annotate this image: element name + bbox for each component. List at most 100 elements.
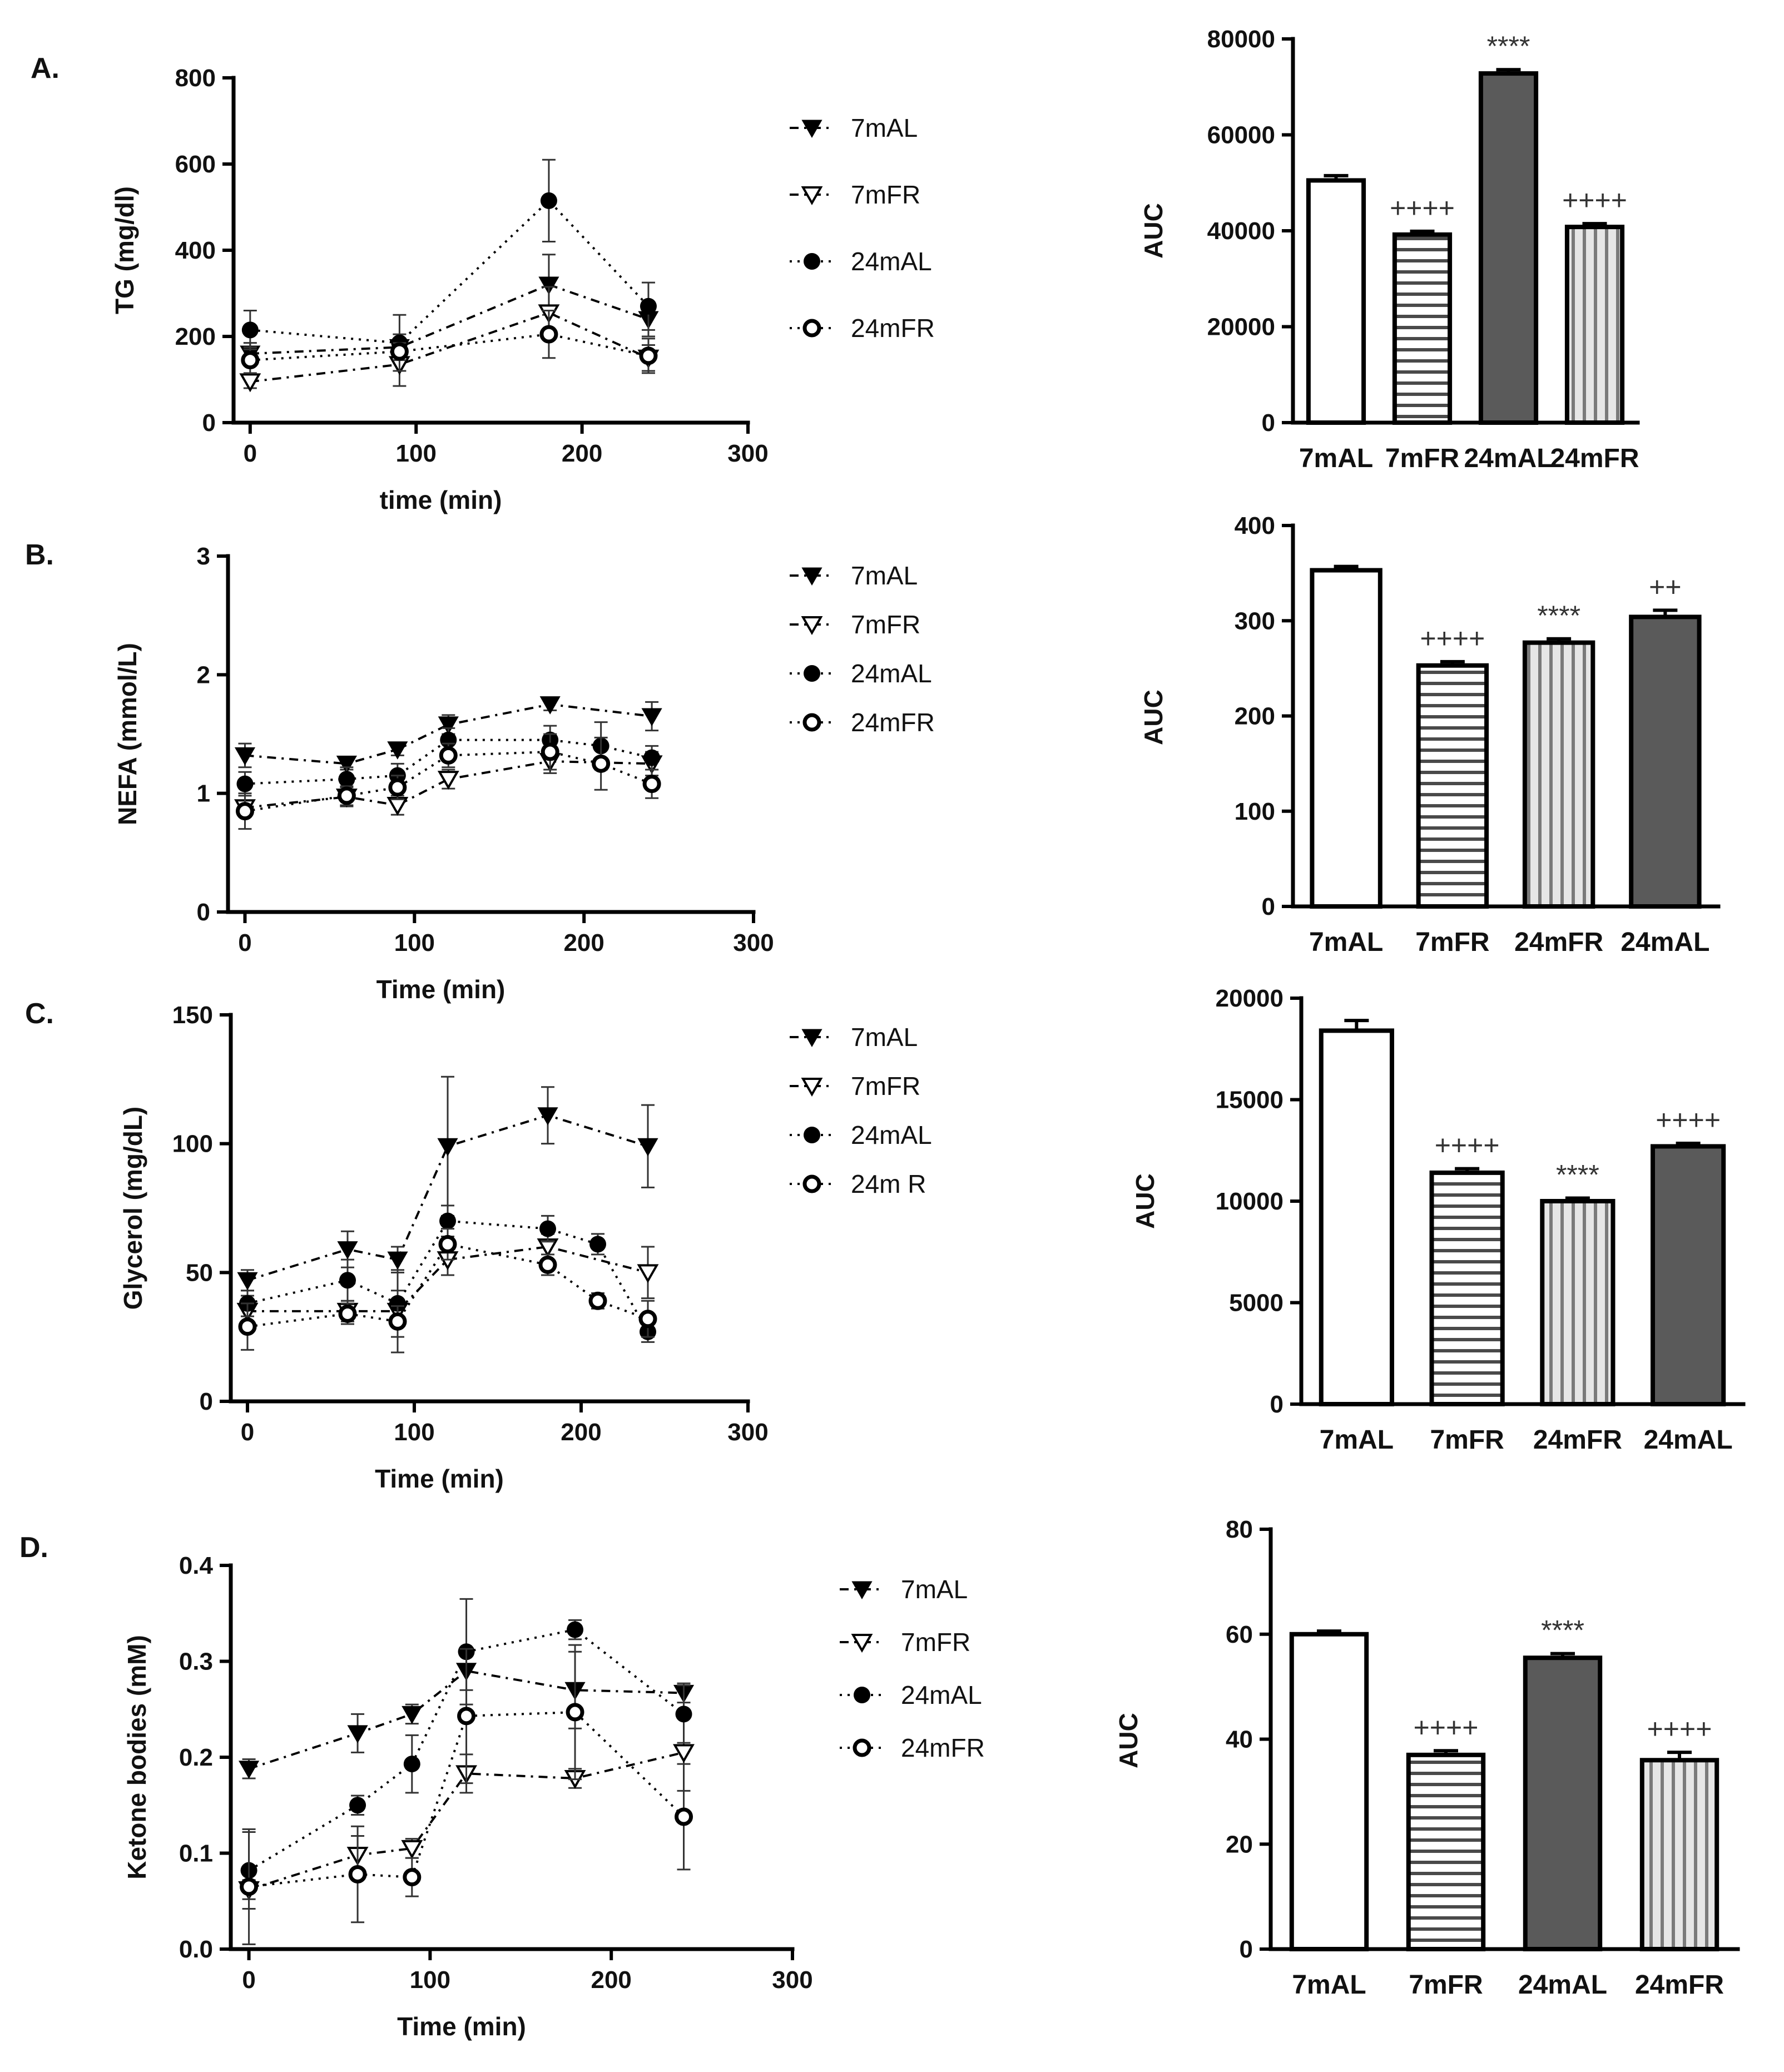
series-line xyxy=(250,283,649,355)
data-point xyxy=(239,373,261,393)
legend-label: 24mFR xyxy=(851,314,935,343)
x-tick-label: 100 xyxy=(394,929,435,956)
data-point xyxy=(390,342,409,361)
data-point xyxy=(388,1312,407,1331)
data-point xyxy=(338,1304,357,1323)
y-axis-label: AUC xyxy=(1114,1713,1143,1768)
data-point xyxy=(241,321,259,339)
y-tick-label: 0 xyxy=(1270,1391,1284,1418)
data-point xyxy=(337,1241,358,1260)
data-point xyxy=(437,1138,458,1157)
series-line xyxy=(248,1628,685,1872)
x-axis-label: Time (min) xyxy=(375,1464,504,1493)
legend-marker xyxy=(851,1634,873,1653)
y-tick-label: 60 xyxy=(1226,1621,1253,1648)
error-bar xyxy=(1676,1141,1701,1147)
legend-marker xyxy=(804,1127,820,1143)
error-bar xyxy=(1550,1652,1575,1658)
error-bar xyxy=(1344,1019,1369,1031)
y-tick-label: 0.1 xyxy=(179,1840,213,1867)
significance-label: **** xyxy=(1537,600,1580,631)
error-bar xyxy=(1317,1629,1341,1634)
y-axis-label: AUC xyxy=(1139,203,1168,259)
significance-label: ++++ xyxy=(1435,1130,1500,1161)
y-tick-label: 0.2 xyxy=(179,1744,213,1771)
x-tick-label: 100 xyxy=(396,440,437,467)
bar-chart-2: 0 5000 10000 15000 20000 AUC 7mAL 7mFR ++++ 24mFR… xyxy=(1131,985,1746,1455)
y-axis-label: Glycerol (mg/dL) xyxy=(118,1107,147,1310)
bar xyxy=(1429,1170,1505,1406)
error-bar xyxy=(1410,229,1435,235)
error-bar xyxy=(1653,608,1678,617)
significance-label: ++ xyxy=(1649,571,1681,602)
data-point xyxy=(349,1797,366,1814)
series-line xyxy=(245,760,652,809)
x-tick-label: 100 xyxy=(394,1419,434,1446)
y-tick-label: 0 xyxy=(200,1388,213,1415)
data-point xyxy=(639,346,658,365)
category-label: 24mAL xyxy=(1464,444,1553,473)
bar xyxy=(1310,568,1382,909)
panel-label: D. xyxy=(19,1531,48,1564)
series-line xyxy=(249,1711,685,1888)
data-point xyxy=(589,1236,606,1253)
legend-marker xyxy=(801,1078,823,1097)
legend-label: 7mFR xyxy=(851,1072,920,1101)
bar-chart-1: 0 100 200 300 400 AUC 7mAL 7mFR ++++ 24mFR **** 24m… xyxy=(1139,512,1721,957)
data-point xyxy=(438,716,459,735)
legend-marker xyxy=(801,567,822,586)
significance-label: **** xyxy=(1556,1159,1599,1191)
category-label: 7mAL xyxy=(1320,1425,1394,1455)
y-tick-label: 1 xyxy=(197,780,210,807)
y-tick-label: 20000 xyxy=(1216,985,1284,1012)
data-point xyxy=(642,775,661,794)
y-tick-label: 400 xyxy=(175,237,216,264)
line-chart-0: A. 0 200 400 600 800 0 100 200 300 time (min) TG (m… xyxy=(31,52,935,514)
data-point xyxy=(588,1291,607,1310)
y-tick-label: 80 xyxy=(1226,1516,1253,1543)
y-tick-label: 600 xyxy=(175,151,216,178)
data-point xyxy=(643,749,661,766)
data-point xyxy=(401,1840,423,1859)
error-bar xyxy=(1434,1749,1458,1755)
data-point xyxy=(537,1107,558,1126)
legend-marker xyxy=(801,120,822,138)
y-tick-label: 100 xyxy=(1235,798,1275,825)
significance-label: ++++ xyxy=(1562,185,1627,216)
x-tick-label: 0 xyxy=(244,440,257,467)
legend: 7mAL 7mFR 24mAL 24mFR xyxy=(790,561,935,737)
data-point xyxy=(241,351,260,370)
series-line xyxy=(250,311,649,383)
data-point xyxy=(389,1295,406,1312)
series-line xyxy=(250,199,650,344)
legend-marker xyxy=(804,665,820,682)
legend-label: 7mFR xyxy=(851,610,920,639)
legend-label: 24mFR xyxy=(901,1733,985,1762)
data-point xyxy=(539,325,558,344)
y-tick-label: 0.4 xyxy=(179,1552,214,1579)
category-label: 7mAL xyxy=(1299,444,1373,473)
bar xyxy=(1406,1752,1486,1951)
y-tick-label: 300 xyxy=(1235,607,1275,635)
legend-marker xyxy=(801,1029,822,1048)
panel-label: B. xyxy=(25,539,54,571)
y-tick-label: 0 xyxy=(1262,409,1275,437)
y-tick-label: 100 xyxy=(172,1131,213,1158)
category-label: 24mAL xyxy=(1518,1970,1607,2000)
data-point xyxy=(540,192,557,209)
legend-label: 24mAL xyxy=(851,247,932,276)
significance-label: ++++ xyxy=(1414,1712,1479,1743)
bar xyxy=(1319,1028,1394,1406)
y-tick-label: 60000 xyxy=(1207,122,1275,149)
legend-marker xyxy=(802,1174,821,1193)
data-point xyxy=(387,741,408,760)
data-point xyxy=(673,1744,695,1763)
legend-marker xyxy=(802,713,821,732)
y-tick-label: 40 xyxy=(1226,1726,1253,1753)
data-point xyxy=(541,742,559,761)
y-tick-label: 10000 xyxy=(1216,1188,1284,1215)
y-tick-label: 80000 xyxy=(1207,26,1275,53)
series-line xyxy=(250,333,649,361)
data-point xyxy=(240,1877,259,1896)
